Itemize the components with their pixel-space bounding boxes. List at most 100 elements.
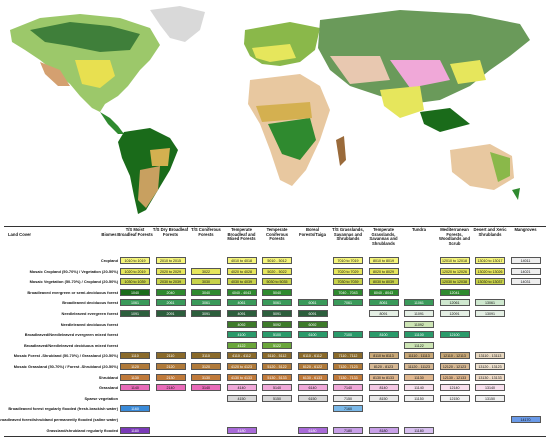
legend-code-cell: 3040 (191, 288, 221, 296)
legend-code-cell: 12150 (439, 394, 470, 402)
legend-code-cell: 3110 (191, 352, 221, 360)
legend-code-cell: 3140 (191, 384, 221, 392)
legend-code-cell: 4100 (226, 331, 257, 339)
legend-code-cell: 1160 (120, 405, 150, 413)
biome-header: Desert and Xeric Shrublands (473, 227, 507, 237)
legend-code-cell: 13020 to 13026 (475, 267, 505, 275)
legend-code-cell: 7110 - 7112 (333, 352, 363, 360)
legend-code-cell: 4130 to 4133 (226, 373, 257, 381)
legend-code-cell: 4120 to 4123 (226, 363, 257, 370)
land-cover-row-label: Mosaic Grassland (50-70%) / Forest -Shru… (13, 364, 118, 369)
legend-code-cell: 6100 (297, 331, 328, 339)
land-cover-row-label: Broadleaved forest regularly flooded (fr… (8, 406, 118, 412)
land-cover-row-label: Cropland (100, 258, 118, 263)
legend-code-cell: 11130 (404, 373, 434, 381)
legend-code-cell: 6091 (297, 310, 328, 317)
legend-code-cell: 3120 (191, 363, 221, 370)
legend-code-cell: 1130 (120, 373, 150, 381)
biome-header: T/S Grasslands, Savannas and Shrublands (332, 227, 364, 242)
legend-code-cell: 14031 (510, 278, 541, 286)
legend-code-cell: 14021 (510, 267, 541, 275)
legend-code-cell: 5020 - 5022 (262, 267, 292, 275)
land-cover-row-label: Sparse vegetation (84, 395, 118, 401)
legend-code-cell: 2091 (155, 310, 186, 317)
legend-code-cell: 11110 - 11113 (404, 352, 434, 360)
legend-code-cell: 12041 (439, 288, 470, 296)
legend-code-cell: 8130 to 8133 (368, 373, 399, 381)
legend-code-cell: 8110 to 8113 (368, 352, 399, 360)
legend-code-cell: 7100 (333, 331, 363, 339)
legend-code-cell: 7030 to 7039 (333, 278, 363, 286)
legend-code-cell: 3030 (191, 278, 221, 286)
legend-code-cell: 2130 (155, 373, 186, 381)
land-cover-header: Land Cover (8, 232, 32, 237)
legend-code-cell: 4092 (226, 320, 257, 328)
legend-code-cell: 11120 - 11123 (404, 363, 434, 370)
legend-code-cell: 2040 (155, 288, 186, 296)
biome-header: Temperate Coniferous Forests (265, 227, 289, 242)
legend-code-cell: 14170 (510, 416, 541, 423)
biome-header: T/S Coniferous Forests (191, 227, 221, 237)
legend-code-cell: 1140 (120, 384, 150, 392)
legend-code-cell: 2061 (155, 299, 186, 307)
legend-code-cell: 8040 - 8043 (368, 288, 399, 296)
legend-code-cell: 4150 (226, 394, 257, 402)
legend-code-cell: 5140 (262, 384, 292, 392)
greenland (150, 6, 205, 42)
legend-code-cell: 1091 (120, 310, 150, 317)
legend-code-cell: 5130 - 5133 (262, 373, 292, 381)
legend-code-cell: 11122 (404, 341, 434, 349)
legend-code-cell: 8120 - 8123 (368, 363, 399, 370)
legend-code-cell: 3091 (191, 310, 221, 317)
legend-code-cell: 7130 - 7133 (333, 373, 363, 381)
legend-code-cell: 12140 (439, 384, 470, 392)
legend-code-cell: 4020 to 4028 (226, 267, 257, 275)
legend-code-cell: 2120 (155, 363, 186, 370)
legend-code-cell: 7020 to 7029 (333, 267, 363, 275)
land-cover-row-label: Mosaic Forest -Shrubland (50-70%) / Gras… (13, 353, 118, 359)
legend-code-cell: 4061 (226, 299, 257, 307)
legend-code-cell: 5150 (262, 394, 292, 402)
legend-code-cell: 8020 to 8029 (368, 267, 399, 275)
legend-code-cell: 3022 (191, 267, 221, 275)
land-cover-row-label: Broadleaved/Needleleaved deciduous mixed… (23, 342, 118, 348)
legend-code-cell: 13130 - 13133 (475, 373, 505, 381)
legend-code-cell: 6061 (297, 299, 328, 307)
legend-code-cell: 13091 (475, 310, 505, 317)
legend-code-cell: 6150 (297, 394, 328, 402)
legend-code-cell: 7180 (333, 426, 363, 434)
legend-code-cell: 11180 (404, 426, 434, 434)
legend-code-cell: 1030 to 1039 (120, 278, 150, 286)
legend-code-cell: 1020 to 2019 (120, 267, 150, 275)
legend-code-cell: 1110 (120, 352, 150, 360)
land-cover-row-label: Broadleaved/Needleleaved evergreen mixed… (24, 332, 118, 338)
biome-header: T/S Dry Broadleaf Forests (152, 227, 189, 237)
legend-code-cell: 1040 (120, 288, 150, 296)
legend-code-cell: 14011 (510, 257, 541, 264)
legend-code-cell: 2110 (155, 352, 186, 360)
legend-code-cell: 12020 to 12026 (439, 267, 470, 275)
legend-code-cell: 11140 (404, 384, 434, 392)
biomes-header: Biomes (101, 232, 117, 237)
legend-code-cell: 11092 (404, 320, 434, 328)
legend-code-cell: 12010 to 12018 (439, 257, 470, 264)
legend-code-cell: 12100 (439, 331, 470, 339)
biome-header: Boreal Forests/Taiga (299, 227, 326, 237)
legend-code-cell: 3130 (191, 373, 221, 381)
legend-code-cell: 12091 (439, 310, 470, 317)
land-cover-row-label: Mosaic Vegetation (50-70%) / Cropland (2… (29, 279, 118, 285)
land-cover-row-label: Needleleaved evergreen forest (61, 311, 118, 316)
legend-code-cell: 1010 to 1019 (120, 257, 150, 264)
legend-code-cell: 8010 to 8019 (368, 257, 399, 264)
legend-code-cell: 2010 to 2015 (155, 257, 186, 264)
legend-code-cell: 6180 (297, 426, 328, 434)
legend-code-cell: 13150 (475, 394, 505, 402)
legend-code-cell: 12030 to 12038 (439, 278, 470, 286)
biome-header: Temperate Broadleaf and Mixed Forests (227, 227, 256, 242)
land-cover-row-label: Needleleaved deciduous forest (60, 321, 118, 327)
legend-code-cell: 11061 (404, 299, 434, 307)
legend-code-cell: 7061 (333, 299, 363, 307)
legend-code-cell: 13120 - 13123 (475, 363, 505, 370)
legend-code-cell: 1120 (120, 363, 150, 370)
legend-code-cell: 5030 to 5035 (262, 278, 292, 286)
